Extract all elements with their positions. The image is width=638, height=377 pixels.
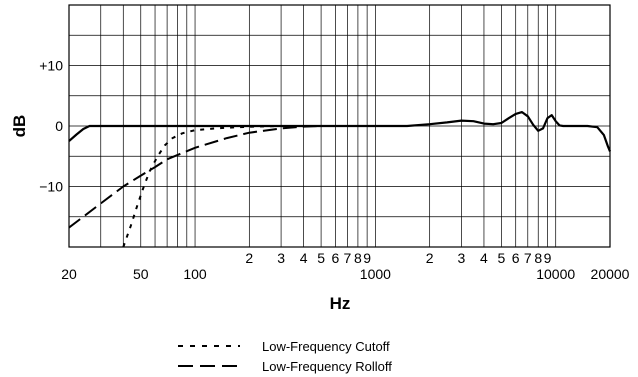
x-minor-tick-label: 9 [363, 250, 371, 266]
x-tick-label: 20000 [591, 266, 630, 282]
x-minor-tick-label: 5 [498, 250, 506, 266]
series-layer [68, 110, 612, 248]
x-minor-tick-label: 8 [354, 250, 362, 266]
x-minor-tick-label: 4 [300, 250, 308, 266]
x-minor-tick-label: 6 [512, 250, 520, 266]
y-axis-title: dB [10, 115, 29, 138]
x-minor-tick-label: 3 [458, 250, 466, 266]
x-axis-title: Hz [330, 294, 351, 313]
x-tick-label: 50 [133, 266, 149, 282]
x-minor-tick-label: 2 [426, 250, 434, 266]
legend-label-rolloff: Low-Frequency Rolloff [262, 358, 392, 374]
legend-label-cutoff: Low-Frequency Cutoff [262, 338, 390, 354]
x-minor-tick-label: 6 [331, 250, 339, 266]
y-tick-label: 0 [55, 118, 63, 134]
x-minor-tick-label: 9 [544, 250, 552, 266]
x-tick-label: 20 [61, 266, 77, 282]
long-dash-swatch [178, 365, 240, 367]
series-line-response [68, 110, 612, 152]
short-dash-swatch [178, 345, 240, 347]
x-minor-tick-label: 3 [277, 250, 285, 266]
plot-frame [68, 4, 611, 248]
x-minor-tick-label: 7 [344, 250, 352, 266]
x-minor-tick-label: 2 [245, 250, 253, 266]
x-minor-tick-label: 4 [480, 250, 488, 266]
x-minor-tick-label: 7 [524, 250, 532, 266]
x-tick-label: 10000 [536, 266, 575, 282]
x-tick-label: 100 [183, 266, 207, 282]
y-tick-label: +10 [39, 58, 63, 74]
x-minor-tick-label: 8 [534, 250, 542, 266]
y-tick-label: −10 [39, 179, 63, 195]
legend: Low-Frequency Cutoff Low-Frequency Rollo… [178, 336, 392, 376]
legend-item-cutoff: Low-Frequency Cutoff [178, 336, 392, 356]
legend-item-rolloff: Low-Frequency Rolloff [178, 356, 392, 376]
x-tick-label: 1000 [360, 266, 391, 282]
x-minor-tick-label: 5 [317, 250, 325, 266]
